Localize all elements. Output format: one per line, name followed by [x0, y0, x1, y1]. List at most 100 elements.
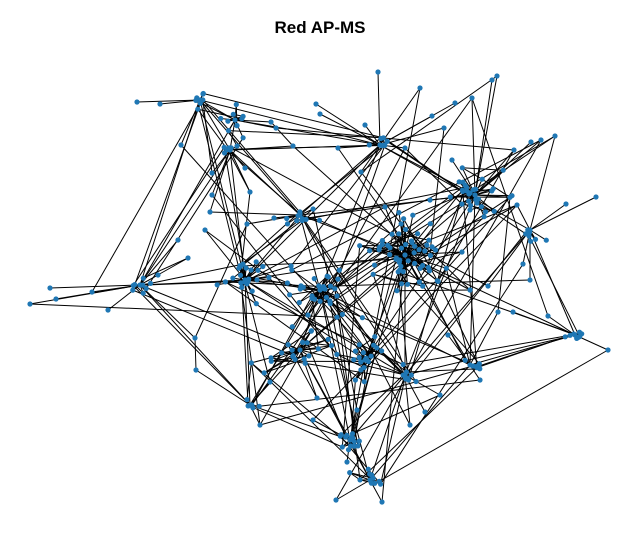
network-edge — [315, 103, 381, 146]
network-node — [237, 263, 243, 269]
network-node — [244, 397, 250, 403]
network-node — [221, 150, 228, 156]
network-edge — [319, 289, 371, 481]
network-node — [474, 200, 480, 206]
network-node — [230, 275, 236, 281]
network-node — [417, 85, 423, 91]
network-node — [226, 145, 232, 151]
network-node — [397, 267, 403, 273]
network-node — [308, 328, 314, 334]
network-node — [246, 276, 252, 282]
network-node — [407, 422, 413, 428]
network-node — [335, 276, 341, 282]
network-edge — [469, 194, 476, 366]
network-node — [254, 277, 260, 283]
network-edge — [319, 289, 363, 319]
network-node — [494, 73, 500, 79]
network-node — [532, 236, 539, 242]
network-node — [320, 285, 327, 291]
network-edge — [268, 277, 338, 355]
network-edge — [270, 121, 294, 147]
network-edge — [132, 285, 254, 409]
network-edge — [427, 127, 445, 268]
network-node — [449, 157, 455, 163]
network-edge — [319, 289, 406, 376]
network-node — [514, 202, 520, 208]
network-node — [338, 432, 344, 438]
network-node — [279, 350, 285, 356]
network-edge — [380, 371, 407, 485]
network-node — [325, 336, 331, 342]
network-edge — [335, 479, 371, 501]
network-node — [267, 379, 273, 385]
network-edge — [290, 141, 388, 267]
network-node — [328, 343, 335, 349]
network-node — [399, 281, 405, 287]
network-node — [410, 212, 416, 218]
network-edge — [248, 405, 343, 448]
network-node — [375, 69, 381, 75]
network-edge — [403, 334, 571, 365]
network-edge — [474, 190, 492, 196]
network-node — [240, 113, 246, 119]
network-node — [332, 286, 338, 292]
network-node — [403, 369, 409, 375]
network-edge — [379, 144, 531, 231]
network-node — [316, 217, 323, 223]
graph-title: Red AP-MS — [274, 18, 366, 37]
network-edge — [364, 359, 406, 376]
network-node — [225, 128, 232, 134]
network-node — [301, 356, 307, 362]
network-node — [248, 267, 254, 273]
network-edge — [239, 220, 303, 267]
network-node — [192, 335, 198, 341]
network-node — [370, 271, 376, 277]
network-node — [143, 285, 149, 292]
network-edge — [326, 296, 372, 357]
network-edge — [376, 196, 511, 349]
network-node — [372, 334, 378, 340]
network-node — [300, 339, 306, 345]
network-edge — [319, 144, 381, 291]
network-edge — [143, 257, 189, 279]
network-node — [527, 277, 533, 283]
network-edge — [196, 97, 240, 269]
network-node — [140, 275, 146, 281]
network-edge — [379, 87, 421, 146]
network-edge — [475, 135, 556, 190]
network-edge — [462, 191, 478, 367]
network-node — [297, 286, 303, 292]
network-node — [200, 91, 206, 97]
network-node — [437, 392, 443, 398]
network-edge — [240, 274, 321, 291]
network-edge — [299, 144, 381, 216]
network-edge — [234, 119, 381, 146]
network-node — [285, 342, 291, 348]
network-node — [379, 238, 385, 244]
network-node — [389, 231, 395, 237]
network-node — [360, 350, 366, 356]
network-edge — [139, 284, 196, 339]
network-node — [132, 282, 138, 288]
network-node — [477, 377, 483, 383]
network-node — [385, 242, 391, 248]
network-edge — [471, 97, 549, 317]
network-node — [489, 188, 495, 194]
network-node — [526, 230, 533, 236]
network-node — [567, 332, 573, 338]
network-edge — [334, 145, 386, 289]
network-node — [435, 278, 441, 284]
network-node — [545, 313, 551, 319]
network-edge — [445, 268, 471, 366]
network-edge — [259, 379, 481, 407]
network-edge — [334, 244, 406, 290]
network-node — [297, 347, 303, 353]
network-edge — [299, 194, 476, 216]
network-node — [214, 282, 220, 288]
network-node — [297, 209, 303, 215]
network-node — [130, 287, 136, 293]
network-node — [27, 301, 33, 307]
network-edge — [397, 189, 463, 273]
network-node — [356, 438, 362, 444]
